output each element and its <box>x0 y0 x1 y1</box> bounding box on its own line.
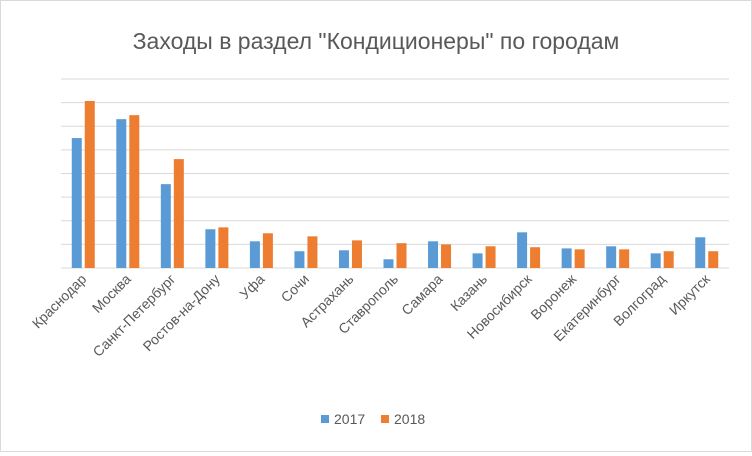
x-tick-label: Самара <box>398 271 446 319</box>
bar-2017-6 <box>338 250 349 268</box>
bar-2017-4 <box>249 241 260 268</box>
bar-2018-4 <box>262 233 273 268</box>
bar-2017-8 <box>428 241 439 268</box>
bar-2018-14 <box>708 251 719 268</box>
x-tick-label: Краснодар <box>29 271 90 332</box>
x-tick-label: Иркутск <box>666 270 714 318</box>
bar-2017-13 <box>650 253 661 268</box>
bar-2017-0 <box>71 138 82 268</box>
bar-2018-7 <box>396 243 407 268</box>
bar-2017-7 <box>383 259 394 268</box>
legend-label: 2017 <box>334 411 365 427</box>
bar-2017-2 <box>160 184 171 268</box>
bar-2017-12 <box>606 246 617 268</box>
x-tick-label: Казань <box>447 271 490 314</box>
bar-2018-8 <box>441 244 452 268</box>
x-tick-label: Уфа <box>236 271 267 302</box>
bar-2018-2 <box>173 159 184 268</box>
legend-swatch-2018 <box>381 415 389 423</box>
legend-label: 2018 <box>394 411 425 427</box>
bar-2018-9 <box>485 246 496 268</box>
bar-2017-9 <box>472 253 483 268</box>
x-tick-label: Санкт-Петербург <box>89 271 178 360</box>
bar-2017-5 <box>294 251 305 268</box>
bar-2017-3 <box>205 229 216 268</box>
bar-2018-3 <box>218 227 229 268</box>
bar-2018-1 <box>129 115 140 269</box>
bar-2017-10 <box>517 232 528 268</box>
x-tick-label: Москва <box>89 271 134 316</box>
bar-2018-13 <box>663 251 674 268</box>
x-tick-label: Ростов-на-Дону <box>140 271 223 354</box>
bar-2018-0 <box>84 100 95 268</box>
bar-2018-6 <box>351 240 362 268</box>
x-tick-label: Сочи <box>278 271 312 305</box>
bar-2018-11 <box>574 249 585 268</box>
bar-2017-11 <box>561 248 572 268</box>
bar-2017-1 <box>116 119 127 268</box>
bar-2017-14 <box>695 237 706 268</box>
bar-2018-12 <box>619 249 630 268</box>
bar-2018-5 <box>307 236 318 268</box>
bar-2018-10 <box>530 247 541 268</box>
chart-title: Заходы в раздел "Кондиционеры" по города… <box>133 28 620 54</box>
legend-swatch-2017 <box>321 415 329 423</box>
